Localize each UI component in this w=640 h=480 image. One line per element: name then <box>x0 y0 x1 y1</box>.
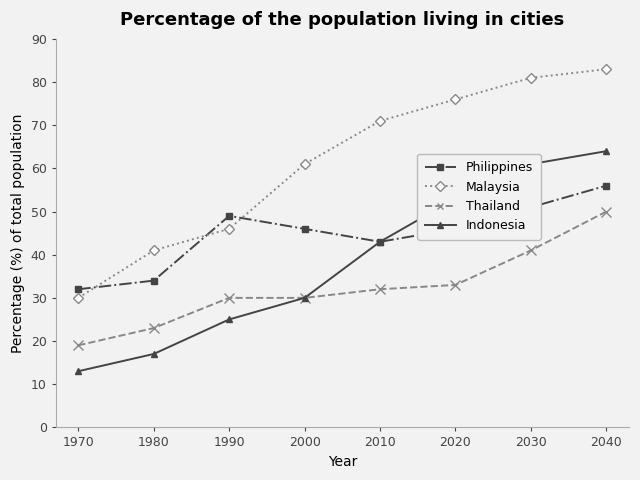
Line: Indonesia: Indonesia <box>75 148 610 375</box>
Philippines <box>376 239 384 245</box>
Malaysia <box>301 161 308 167</box>
Thailand <box>527 248 534 253</box>
Indonesia <box>602 148 610 154</box>
Malaysia <box>452 96 460 102</box>
Title: Percentage of the population living in cities: Percentage of the population living in c… <box>120 11 564 29</box>
Line: Philippines: Philippines <box>75 182 610 293</box>
Philippines <box>74 287 82 292</box>
Y-axis label: Percentage (%) of total population: Percentage (%) of total population <box>11 113 25 353</box>
Thailand <box>150 325 157 331</box>
Indonesia <box>452 196 460 202</box>
Line: Malaysia: Malaysia <box>75 66 610 301</box>
Thailand <box>452 282 460 288</box>
Thailand <box>74 342 82 348</box>
Philippines <box>452 226 460 232</box>
X-axis label: Year: Year <box>328 455 357 469</box>
Malaysia <box>527 75 534 81</box>
Thailand <box>602 209 610 215</box>
Malaysia <box>376 118 384 124</box>
Philippines <box>225 213 233 219</box>
Indonesia <box>376 239 384 245</box>
Indonesia <box>74 368 82 374</box>
Philippines <box>602 183 610 189</box>
Malaysia <box>602 66 610 72</box>
Thailand <box>376 287 384 292</box>
Thailand <box>301 295 308 301</box>
Malaysia <box>74 295 82 301</box>
Legend: Philippines, Malaysia, Thailand, Indonesia: Philippines, Malaysia, Thailand, Indones… <box>417 154 541 240</box>
Malaysia <box>225 226 233 232</box>
Indonesia <box>225 317 233 323</box>
Indonesia <box>527 161 534 167</box>
Thailand <box>225 295 233 301</box>
Indonesia <box>301 295 308 301</box>
Philippines <box>527 204 534 210</box>
Line: Thailand: Thailand <box>74 207 611 350</box>
Philippines <box>301 226 308 232</box>
Indonesia <box>150 351 157 357</box>
Malaysia <box>150 248 157 253</box>
Philippines <box>150 278 157 284</box>
